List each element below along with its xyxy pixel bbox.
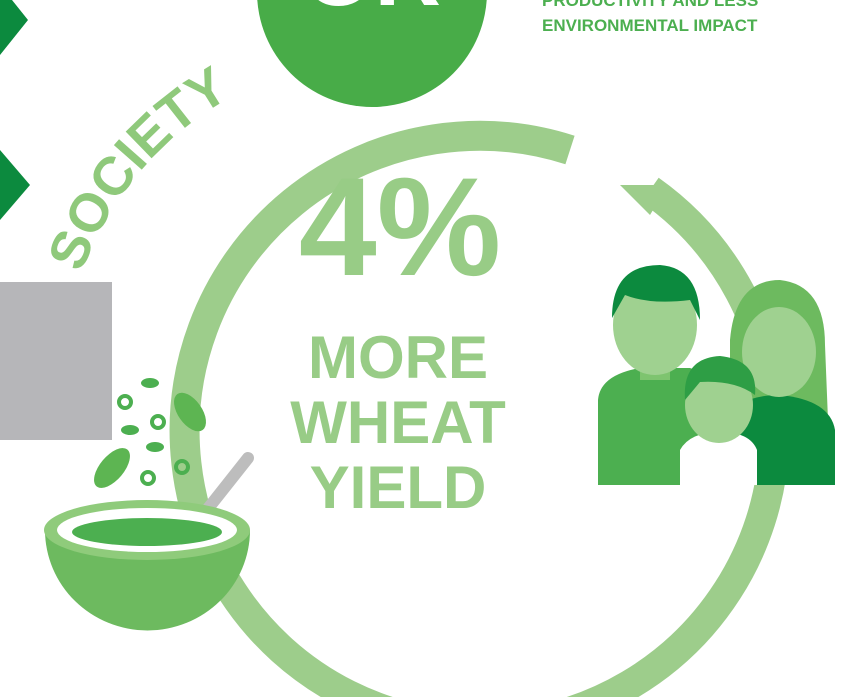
- stat-caption: MORE: [308, 324, 488, 391]
- left-arrow: [0, 150, 30, 220]
- side-text: ENVIRONMENTAL IMPACT: [542, 16, 758, 35]
- ring-label: SOCIETY: [37, 55, 238, 277]
- badge-text: OR: [303, 0, 441, 25]
- ring-label-path: SOCIETY: [37, 55, 238, 277]
- badge-circle: [257, 0, 487, 107]
- stat-caption: WHEAT: [290, 389, 506, 456]
- side-text: PRODUCTIVITY AND LESS: [542, 0, 758, 10]
- left-arrow: [0, 0, 28, 55]
- bowl-illustration: [44, 378, 254, 631]
- ring-arrowhead: [620, 185, 668, 215]
- stat-caption: YIELD: [310, 454, 487, 521]
- gray-panel: [0, 282, 112, 440]
- family-illustration: [598, 265, 835, 485]
- stat: 4%: [299, 148, 501, 305]
